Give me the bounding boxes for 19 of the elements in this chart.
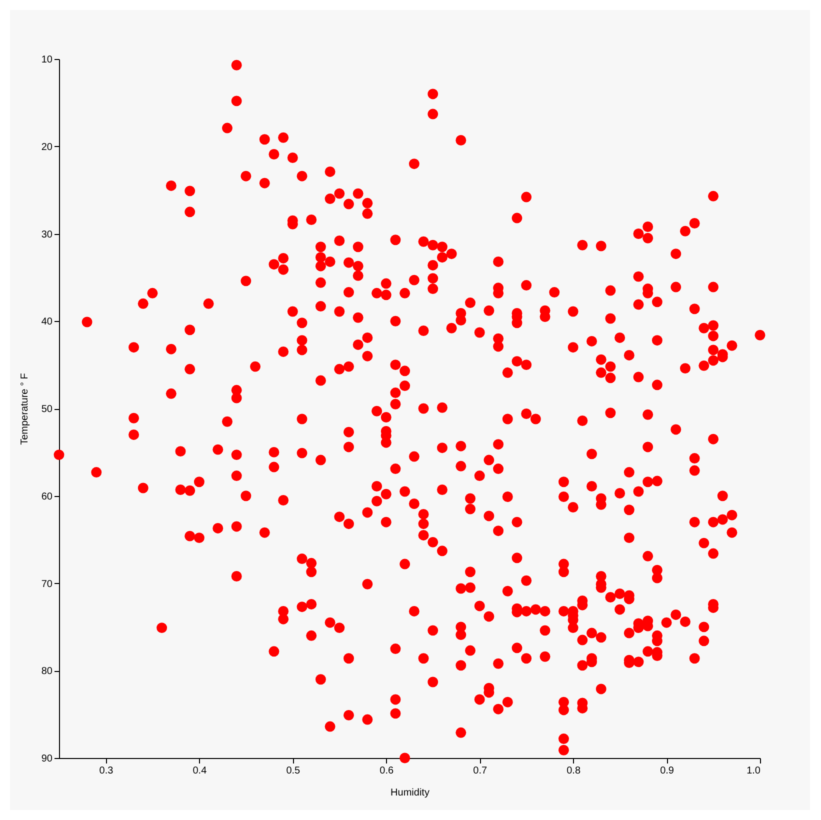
y-tick-label: 20 [41,142,53,153]
x-tick-label: 0.4 [192,766,208,776]
x-tick-label: 0.5 [286,766,301,776]
y-tick-label: 70 [41,578,53,590]
x-axis-title: Humidity [390,788,430,798]
x-tick-label: 1.0 [746,766,761,776]
x-tick-label: 0.9 [660,766,674,776]
y-tick-label: 30 [41,229,53,240]
y-tick-label: 80 [41,666,53,678]
y-tick-label: 50 [41,404,53,415]
y-tick-label: 90 [41,754,53,764]
x-tick-label: 0.3 [99,766,114,776]
x-tick-label: 0.8 [566,766,581,776]
y-tick-label: 60 [41,491,53,502]
x-tick-label: 0.7 [473,766,488,776]
x-tick-label: 0.6 [380,766,394,776]
y-axis-title: Temperature ° F [19,373,30,445]
y-tick-label: 40 [41,316,53,328]
y-tick-label: 10 [41,54,53,66]
